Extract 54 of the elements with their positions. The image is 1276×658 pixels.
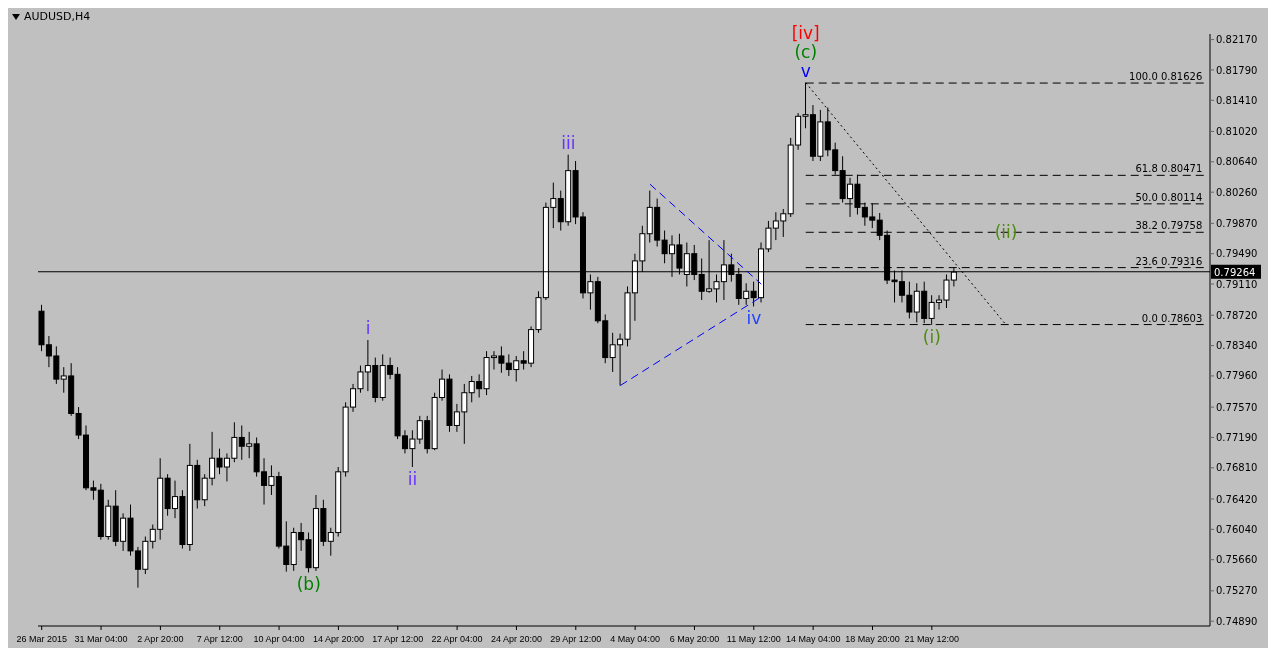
x-tick-label: 6 May 20:00 xyxy=(669,634,720,644)
x-tick-label: 22 Apr 04:00 xyxy=(431,634,483,644)
y-tick-label: 0.81410 xyxy=(1216,94,1258,106)
annotation: (c) xyxy=(794,41,818,62)
x-tick-label: 7 Apr 12:00 xyxy=(196,634,243,644)
x-tick-label: 2 Apr 20:00 xyxy=(137,634,184,644)
annotation: [iv] xyxy=(791,22,820,43)
x-tick-label: 14 Apr 20:00 xyxy=(312,634,364,644)
y-tick-label: 0.79110 xyxy=(1216,278,1258,290)
annotation: (b) xyxy=(296,574,321,595)
annotation: i xyxy=(365,317,371,338)
ref-line-label: 38.2 0.79758 xyxy=(1135,220,1203,232)
chart-title: AUDUSD,H4 xyxy=(24,10,91,23)
x-tick-label: 17 Apr 12:00 xyxy=(372,634,424,644)
annotation: iv xyxy=(746,308,762,329)
y-tick-label: 0.77190 xyxy=(1216,432,1258,443)
annotation: v xyxy=(800,60,811,81)
y-tick-label: 0.82170 xyxy=(1216,34,1258,46)
ref-line-label: 61.8 0.80471 xyxy=(1135,163,1203,175)
y-tick-label: 0.80640 xyxy=(1216,156,1258,168)
x-tick-label: 24 Apr 20:00 xyxy=(490,634,542,644)
y-tick-label: 0.79870 xyxy=(1216,217,1258,229)
x-tick-label: 21 May 12:00 xyxy=(904,634,960,644)
annotation: (i) xyxy=(922,326,941,347)
y-tick-label: 0.77570 xyxy=(1216,401,1258,413)
x-tick-label: 14 May 04:00 xyxy=(785,634,841,644)
y-tick-label: 0.79490 xyxy=(1216,248,1258,260)
ref-line-label: 100.0 0.81626 xyxy=(1129,71,1203,83)
y-tick-label: 0.78340 xyxy=(1216,340,1258,352)
x-tick-label: 18 May 20:00 xyxy=(845,634,900,644)
x-tick-label: 11 May 12:00 xyxy=(726,634,781,644)
y-tick-label: 0.81790 xyxy=(1216,64,1258,76)
y-tick-label: 0.77960 xyxy=(1216,370,1258,382)
annotation: (ii) xyxy=(994,222,1018,243)
annotation: ii xyxy=(407,469,418,490)
ref-line-label: 23.6 0.79316 xyxy=(1135,255,1203,267)
y-tick-label: 0.81020 xyxy=(1216,126,1258,138)
x-tick-label: 26 Mar 2015 xyxy=(16,634,67,644)
x-tick-label: 31 Mar 04:00 xyxy=(74,634,128,644)
annotation: iii xyxy=(561,132,576,153)
y-tick-label: 0.74890 xyxy=(1216,615,1258,627)
y-tick-label: 0.80260 xyxy=(1216,186,1258,198)
ref-line-label: 50.0 0.80114 xyxy=(1135,191,1203,203)
y-tick-label: 0.75660 xyxy=(1216,554,1258,566)
y-tick-label: 0.76810 xyxy=(1216,462,1258,474)
x-tick-label: 4 May 04:00 xyxy=(610,634,660,644)
y-tick-label: 0.76040 xyxy=(1216,523,1258,535)
x-tick-label: 29 Apr 12:00 xyxy=(550,634,602,644)
y-tick-label: 0.78720 xyxy=(1216,309,1258,321)
y-tick-label: 0.76420 xyxy=(1216,493,1258,505)
x-tick-label: 10 Apr 04:00 xyxy=(253,634,305,644)
ref-line-label: 0.0 0.78603 xyxy=(1141,312,1203,324)
y-tick-label: 0.75270 xyxy=(1216,585,1258,597)
ref-line-label: 0.79264 xyxy=(1214,266,1256,278)
